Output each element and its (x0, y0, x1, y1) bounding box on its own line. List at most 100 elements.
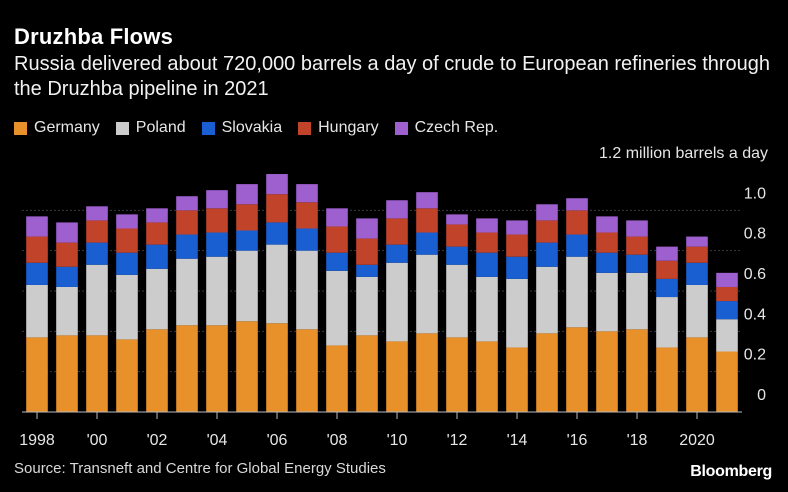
bar-germany-2020 (686, 337, 708, 412)
bar-hungary-2000 (86, 220, 108, 243)
bar-germany-2003 (176, 325, 198, 412)
legend-item-poland: Poland (115, 119, 186, 137)
bar-germany-2009 (356, 335, 378, 412)
bar-czechrep-2012 (446, 214, 468, 225)
bar-hungary-2020 (686, 246, 708, 263)
bar-czechrep-2014 (506, 220, 528, 235)
bar-czechrep-2007 (296, 184, 318, 203)
bar-poland-2011 (416, 254, 438, 334)
bar-poland-2008 (326, 270, 348, 346)
y-tick-label: 0 (757, 387, 766, 404)
bar-czechrep-1999 (56, 222, 78, 243)
bar-poland-2009 (356, 276, 378, 336)
bar-hungary-2004 (206, 208, 228, 233)
bar-hungary-2002 (146, 222, 168, 245)
bar-czechrep-2002 (146, 208, 168, 223)
legend-swatch-germany (14, 121, 27, 135)
bar-germany-2008 (326, 345, 348, 412)
bar-germany-2011 (416, 333, 438, 412)
bar-germany-2021 (716, 351, 738, 412)
bar-poland-2013 (476, 276, 498, 342)
bar-poland-2020 (686, 284, 708, 338)
chart-title: Druzhba Flows (14, 24, 174, 49)
bar-germany-2002 (146, 329, 168, 412)
bar-czechrep-2000 (86, 206, 108, 221)
bar-slovakia-2000 (86, 242, 108, 265)
bar-poland-2015 (536, 266, 558, 334)
bar-slovakia-2009 (356, 264, 378, 277)
bar-hungary-2008 (326, 226, 348, 253)
bar-czechrep-2016 (566, 198, 588, 211)
bar-slovakia-2011 (416, 232, 438, 255)
bar-hungary-2010 (386, 218, 408, 245)
bar-hungary-2001 (116, 228, 138, 253)
bar-hungary-2013 (476, 232, 498, 253)
bar-poland-2012 (446, 264, 468, 338)
y-tick-label: 1.0 (744, 185, 766, 202)
bar-poland-2000 (86, 264, 108, 336)
bar-hungary-1999 (56, 242, 78, 267)
bar-hungary-2012 (446, 224, 468, 247)
y-axis-unit-label: 1.2 million barrels a day (599, 145, 768, 162)
bar-germany-2016 (566, 327, 588, 412)
legend-label-czech: Czech Rep. (414, 119, 499, 136)
y-axis-ticks: 0 0.2 0.4 0.6 0.8 1.0 (744, 185, 766, 404)
bar-poland-2021 (716, 319, 738, 352)
bloomberg-logo: Bloomberg (690, 463, 772, 480)
bar-slovakia-2012 (446, 246, 468, 265)
bar-poland-1999 (56, 286, 78, 336)
bar-slovakia-2013 (476, 252, 498, 277)
bar-germany-2010 (386, 341, 408, 412)
bar-germany-1998 (26, 337, 48, 412)
bar-germany-2012 (446, 337, 468, 412)
bar-poland-2003 (176, 258, 198, 326)
bar-hungary-2009 (356, 238, 378, 265)
bar-hungary-2011 (416, 208, 438, 233)
bar-hungary-2021 (716, 286, 738, 302)
legend: Germany Poland Slovakia Hungary Czech Re… (14, 119, 514, 137)
bar-czechrep-2009 (356, 218, 378, 239)
x-tick-label: '04 (207, 432, 228, 449)
x-tick-label: '02 (147, 432, 168, 449)
source-note: Source: Transneft and Centre for Global … (14, 460, 386, 477)
bar-poland-2014 (506, 278, 528, 348)
bar-slovakia-2008 (326, 252, 348, 271)
x-tick-label: '12 (447, 432, 468, 449)
bar-czechrep-2015 (536, 204, 558, 221)
bar-slovakia-2016 (566, 234, 588, 257)
bar-czechrep-2021 (716, 272, 738, 287)
bar-czechrep-2010 (386, 200, 408, 219)
bar-germany-2015 (536, 333, 558, 412)
x-axis-ticks: 1998 '00 '02 '04 '06 '08 '10 '12 '14 '16 '18 2020 (19, 411, 742, 449)
bar-slovakia-2003 (176, 234, 198, 259)
bar-slovakia-2015 (536, 242, 558, 267)
bar-czechrep-2003 (176, 196, 198, 211)
bar-poland-2007 (296, 250, 318, 330)
bar-hungary-2005 (236, 204, 258, 231)
bar-poland-2002 (146, 268, 168, 330)
legend-swatch-czech (394, 121, 408, 135)
bar-czechrep-2004 (206, 190, 228, 209)
bar-germany-2000 (86, 335, 108, 412)
legend-label-poland: Poland (135, 119, 186, 136)
bar-hungary-2015 (536, 220, 558, 243)
bar-czechrep-2008 (326, 208, 348, 227)
bar-germany-2005 (236, 321, 258, 412)
y-tick-label: 0.8 (744, 226, 766, 243)
x-tick-label: '10 (387, 432, 408, 449)
bar-slovakia-2001 (116, 252, 138, 275)
x-tick-label: '18 (627, 432, 648, 449)
chart-subtitle: Russia delivered about 720,000 barrels a… (14, 53, 771, 100)
legend-item-hungary: Hungary (298, 119, 379, 137)
x-tick-label: 1998 (19, 432, 55, 449)
x-tick-label: '06 (267, 432, 288, 449)
bar-poland-2017 (596, 272, 618, 332)
legend-item-germany: Germany (14, 119, 100, 137)
bar-germany-2018 (626, 329, 648, 412)
bar-czechrep-2001 (116, 214, 138, 229)
bar-slovakia-2010 (386, 244, 408, 263)
bars (26, 174, 738, 412)
legend-label-germany: Germany (34, 119, 100, 136)
bar-poland-2004 (206, 256, 228, 326)
